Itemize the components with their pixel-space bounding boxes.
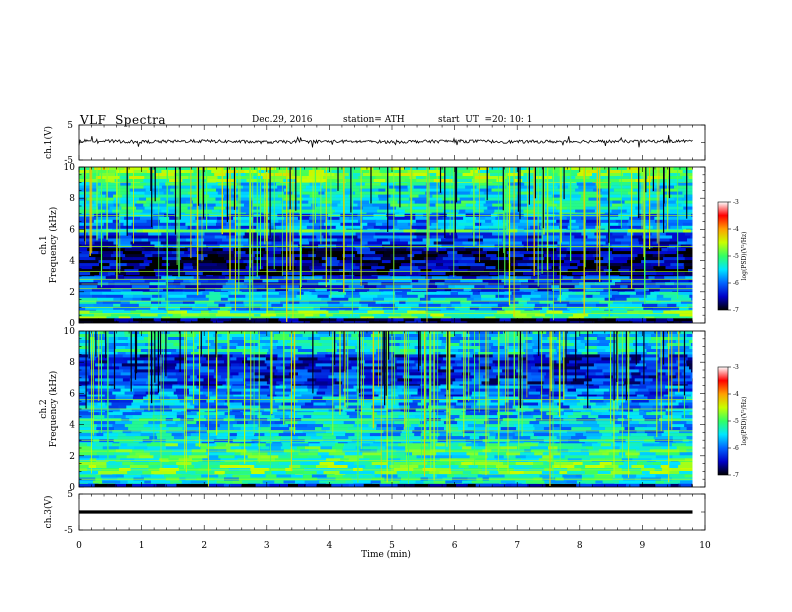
plot-title: VLF Spectra xyxy=(80,113,167,127)
colorbar-label: log(PSD)(V²/Hz) xyxy=(741,232,748,281)
station-label: station= ATH xyxy=(343,115,405,125)
x-axis-label: Time (min) xyxy=(361,549,411,560)
y-tick-label: 6 xyxy=(69,225,75,235)
y-tick-label: -5 xyxy=(64,526,73,536)
y-tick-label: 8 xyxy=(69,194,75,204)
colorbar-tick-label: -5 xyxy=(733,418,739,425)
y-tick-label: -5 xyxy=(64,156,73,166)
channel-label: ch.2 xyxy=(39,399,49,418)
x-tick-label: 2 xyxy=(201,541,207,551)
channel-label: ch.1 xyxy=(39,235,49,254)
y-tick-label: 5 xyxy=(67,121,73,131)
channel-voltage-label: ch.1(V) xyxy=(43,126,54,159)
x-tick-label: 1 xyxy=(139,541,145,551)
y-tick-label: 10 xyxy=(64,163,76,173)
colorbar-tick-label: -5 xyxy=(733,253,739,260)
y-tick-label: 8 xyxy=(69,358,75,368)
y-tick-label: 10 xyxy=(64,327,76,337)
colorbar-tick-label: -7 xyxy=(733,307,739,314)
date-label: Dec.29, 2016 xyxy=(252,115,313,125)
no-data-region xyxy=(692,331,705,487)
x-tick-label: 5 xyxy=(389,541,395,551)
waveform-1 xyxy=(78,135,693,148)
x-tick-label: 10 xyxy=(699,541,711,551)
y-tick-label: 6 xyxy=(69,389,75,399)
start-time-label: start UT = xyxy=(438,115,493,125)
colorbar-tick-label: -4 xyxy=(733,391,739,398)
y-tick-label: 0 xyxy=(69,483,75,493)
y-tick-label: 0 xyxy=(69,319,75,329)
no-data-region xyxy=(692,167,705,323)
channel-voltage-label: ch.3(V) xyxy=(43,496,54,529)
colorbar-tick-label: -3 xyxy=(733,364,739,371)
frequency-axis-label: Frequency (kHz) xyxy=(48,371,59,448)
y-tick-label: 2 xyxy=(69,452,75,462)
colorbar-label: log(PSD)(V²/Hz) xyxy=(741,397,748,446)
y-tick-label: 4 xyxy=(69,421,75,431)
x-tick-label: 9 xyxy=(640,541,646,551)
spectrogram-1-image xyxy=(79,167,693,323)
colorbar-tick-label: -7 xyxy=(733,472,739,479)
x-tick-label: 4 xyxy=(327,541,333,551)
y-tick-label: 2 xyxy=(69,288,75,298)
colorbar-tick-label: -3 xyxy=(733,199,739,206)
colorbar-2 xyxy=(717,366,729,476)
x-tick-label: 0 xyxy=(76,541,82,551)
y-tick-label: 5 xyxy=(67,490,73,500)
start-time-value: 20: 10: 1 xyxy=(492,115,533,125)
x-tick-label: 7 xyxy=(514,541,520,551)
colorbar-tick-label: -4 xyxy=(733,226,739,233)
frequency-axis-label: Frequency (kHz) xyxy=(48,207,59,284)
colorbar-tick-label: -6 xyxy=(733,280,739,287)
x-tick-label: 8 xyxy=(577,541,583,551)
spectrogram-2-image xyxy=(79,331,693,487)
colorbar-1 xyxy=(717,201,729,311)
colorbar-tick-label: -6 xyxy=(733,445,739,452)
y-tick-label: 4 xyxy=(69,257,75,267)
x-tick-label: 6 xyxy=(452,541,458,551)
x-tick-label: 3 xyxy=(264,541,270,551)
